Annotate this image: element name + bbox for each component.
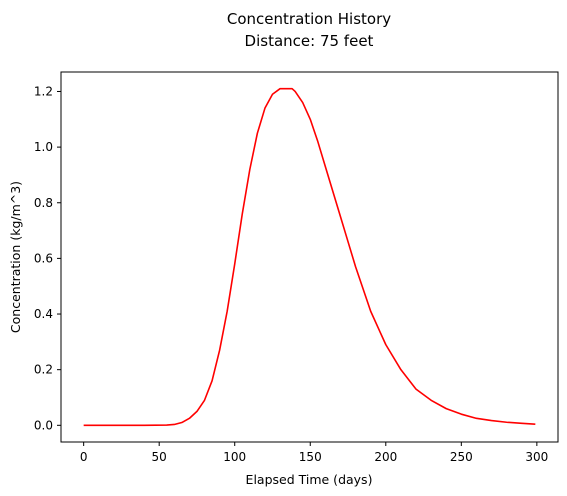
x-tick-label: 200	[374, 450, 397, 464]
x-axis-ticks: 0 50 100 150 200 250 300	[80, 442, 548, 464]
x-tick-label: 150	[299, 450, 322, 464]
y-tick-label: 0.2	[34, 363, 53, 377]
plot-frame	[60, 71, 559, 443]
plot-area	[83, 87, 536, 427]
y-tick-label: 0.8	[34, 196, 53, 210]
y-axis-ticks: 0.0 0.2 0.4 0.6 0.8 1.0 1.2	[34, 84, 61, 432]
y-tick-label: 0.0	[34, 418, 53, 432]
x-tick-label: 0	[80, 450, 88, 464]
y-tick-label: 1.2	[34, 84, 53, 98]
x-tick-label: 50	[152, 450, 167, 464]
x-tick-label: 250	[450, 450, 473, 464]
x-tick-label: 100	[223, 450, 246, 464]
y-tick-label: 1.0	[34, 140, 53, 154]
x-tick-label: 300	[525, 450, 548, 464]
y-tick-label: 0.4	[34, 307, 53, 321]
chart-title: Concentration History	[227, 10, 391, 28]
y-axis-label: Concentration (kg/m^3)	[8, 181, 23, 333]
series-line-1	[83, 87, 536, 427]
x-axis-label: Elapsed Time (days)	[246, 472, 373, 487]
y-tick-label: 0.6	[34, 251, 53, 265]
chart-subtitle: Distance: 75 feet	[245, 32, 374, 50]
